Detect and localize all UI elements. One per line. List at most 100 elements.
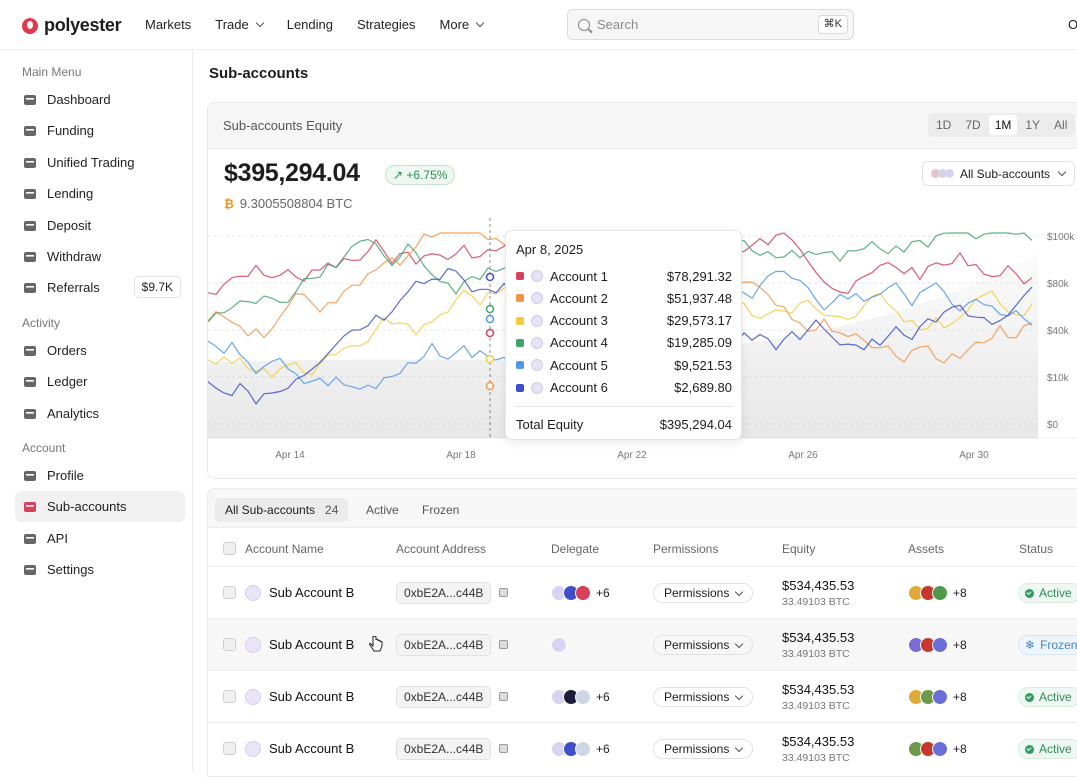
permissions-dropdown[interactable]: Permissions [653,583,754,603]
status-badge: ❄ Frozen [1018,635,1077,655]
logo-icon [22,17,38,34]
avatars-icon [931,169,954,178]
ledger-icon [23,375,37,389]
check-circle-icon [1025,744,1034,754]
sidebar-item-unified-trading[interactable]: Unified Trading [15,147,185,178]
range-all[interactable]: All [1054,118,1068,132]
dashboard-icon [23,93,37,107]
permissions-label: Permissions [664,690,730,704]
table-row[interactable]: Sub Account B 0xbE2A...c44B +6 Permissions $… [208,566,1077,618]
sub-accounts-table: Account Name Account Address Delegate Pe… [207,527,1077,777]
account-name: Sub Account B [269,689,355,704]
permissions-dropdown[interactable]: Permissions [653,635,754,655]
row-checkbox[interactable] [223,690,236,703]
range-7d[interactable]: 7D [965,118,981,132]
tab-frozen[interactable]: Frozen [422,503,460,517]
range-1m[interactable]: 1M [988,115,1018,135]
asset-list: +8 [908,741,967,757]
filter-label: All Sub-accounts [960,166,1051,181]
status-label: Active [1039,690,1072,704]
sidebar-item-sub-accounts[interactable]: Sub-accounts [15,491,185,522]
sidebar-item-lending[interactable]: Lending [15,178,185,209]
delegate-avatar [551,637,567,653]
nav-trade-label: Trade [215,17,249,32]
nav-markets[interactable]: Markets [145,17,192,32]
tooltip-account-name: Account 1 [550,268,608,284]
account-avatar [245,637,261,653]
account-address: 0xbE2A...c44B [396,634,492,656]
sidebar-item-settings[interactable]: Settings [15,554,185,585]
range-selector: 1D 7D 1M 1Y All [928,113,1076,137]
delegate-avatar [575,585,591,601]
sidebar-item-api[interactable]: API [15,523,185,554]
sidebar-item-dashboard[interactable]: Dashboard [15,84,185,115]
tooltip-row: Account 1 $78,291.32 [516,267,732,285]
tooltip-row: Account 3 $29,573.17 [516,312,732,330]
sidebar-item-analytics[interactable]: Analytics [15,398,185,429]
permissions-dropdown[interactable]: Permissions [653,687,754,707]
asset-token-icon [932,689,948,705]
nav-trade[interactable]: Trade [215,17,264,32]
table-row[interactable]: Sub Account B 0xbE2A...c44B +6 Permissions $… [208,722,1077,774]
brand-logo[interactable]: polyester [22,15,122,36]
tooltip-total-row: Total Equity $395,294.04 [516,415,732,433]
nav-lending[interactable]: Lending [286,17,333,32]
sidebar-item-referrals[interactable]: Referrals $9.7K [15,272,185,303]
sidebar-item-label: Orders [47,343,87,358]
search-input[interactable]: Search ⌘K [567,9,854,40]
analytics-icon [23,407,37,421]
hand-cursor-icon [369,636,383,652]
equity-btc: 33.49103 BTC [782,596,850,608]
table-row[interactable]: Sub Account B 0xbE2A...c44B Permissions $53… [208,618,1077,670]
sidebar-item-deposit[interactable]: Deposit [15,210,185,241]
chevron-down-icon [735,743,744,752]
sidebar-item-orders[interactable]: Orders [15,335,185,366]
equity-btc: 33.49103 BTC [782,700,850,712]
sub-account-filter-dropdown[interactable]: All Sub-accounts [922,161,1076,186]
sidebar-item-profile[interactable]: Profile [15,460,185,491]
copy-icon[interactable] [499,640,508,649]
sidebar-item-funding[interactable]: Funding [15,115,185,146]
copy-icon[interactable] [499,744,508,753]
snowflake-icon: ❄ [1025,638,1036,652]
sidebar-item-label: Ledger [47,374,88,389]
nav-strategies[interactable]: Strategies [357,17,416,32]
sidebar-item-withdraw[interactable]: Withdraw [15,241,185,272]
equity-value: $534,435.53 [782,630,855,645]
select-all-checkbox[interactable] [223,542,236,555]
tab-all-sub-accounts[interactable]: All Sub-accounts 24 [215,498,349,522]
account-address: 0xbE2A...c44B [396,686,492,708]
permissions-dropdown[interactable]: Permissions [653,739,754,759]
status-label: Active [1039,742,1072,756]
delegate-list: +6 [551,741,610,757]
referral-earnings-badge: $9.7K [133,276,181,298]
tooltip-divider [516,406,732,407]
nav-more[interactable]: More [440,17,485,32]
copy-icon[interactable] [499,588,508,597]
chevron-down-icon [475,18,485,28]
section-title-activity: Activity [22,316,61,330]
profile-icon [23,469,37,483]
withdraw-icon [23,250,37,264]
total-equity-value: $395,294.04 [224,159,360,187]
sidebar-item-ledger[interactable]: Ledger [15,366,185,397]
tooltip-account-name: Account 5 [550,357,608,373]
range-1y[interactable]: 1Y [1025,118,1041,132]
equity-card-title: Sub-accounts Equity [223,118,343,133]
row-checkbox[interactable] [223,586,236,599]
x-tick-label: Apr 22 [617,450,647,461]
equity-value: $534,435.53 [782,734,855,749]
top-right-truncated[interactable]: O [1068,17,1077,32]
asset-token-icon [932,585,948,601]
row-checkbox[interactable] [223,742,236,755]
equity-btc: 33.49103 BTC [782,648,850,660]
sidebar-item-label: Dashboard [47,92,111,107]
table-row[interactable]: Sub Account B 0xbE2A...c44B +6 Permissions $… [208,670,1077,722]
series-swatch [516,272,524,280]
row-checkbox[interactable] [223,638,236,651]
range-1d[interactable]: 1D [936,118,952,132]
hover-marker [485,304,495,314]
tab-active[interactable]: Active [366,503,399,517]
account-address: 0xbE2A...c44B [396,582,492,604]
copy-icon[interactable] [499,692,508,701]
